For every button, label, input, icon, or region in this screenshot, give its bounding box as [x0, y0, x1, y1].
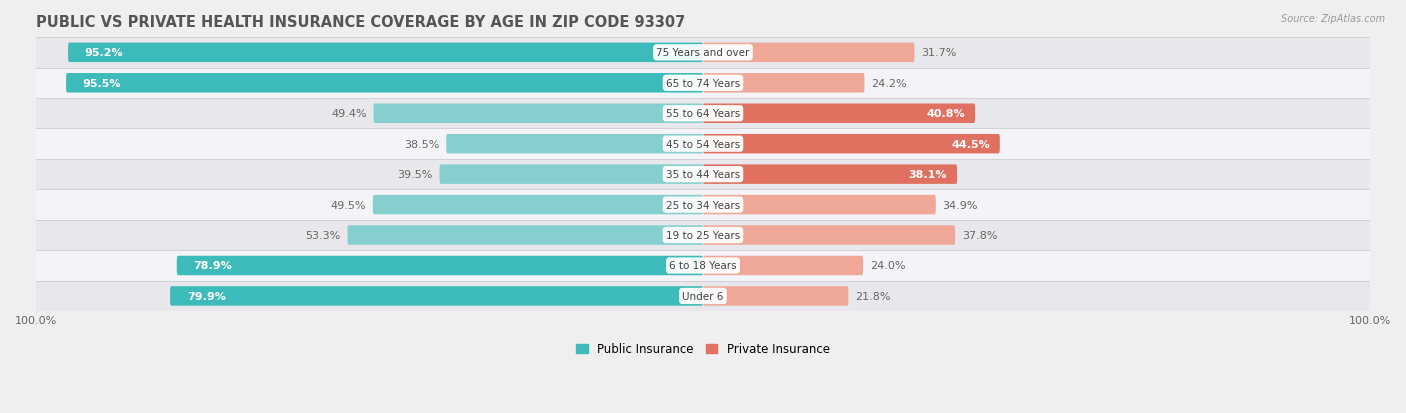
Text: 25 to 34 Years: 25 to 34 Years	[666, 200, 740, 210]
Text: 39.5%: 39.5%	[398, 170, 433, 180]
Text: 35 to 44 Years: 35 to 44 Years	[666, 170, 740, 180]
Text: 78.9%: 78.9%	[194, 261, 232, 271]
FancyBboxPatch shape	[703, 43, 914, 63]
FancyBboxPatch shape	[703, 226, 955, 245]
Text: Source: ZipAtlas.com: Source: ZipAtlas.com	[1281, 14, 1385, 24]
FancyBboxPatch shape	[703, 135, 1000, 154]
Text: 44.5%: 44.5%	[950, 139, 990, 150]
Text: 40.8%: 40.8%	[927, 109, 965, 119]
FancyBboxPatch shape	[703, 165, 957, 185]
Text: 24.2%: 24.2%	[872, 78, 907, 88]
FancyBboxPatch shape	[37, 159, 1369, 190]
FancyBboxPatch shape	[37, 38, 1369, 69]
FancyBboxPatch shape	[177, 256, 703, 275]
Text: 65 to 74 Years: 65 to 74 Years	[666, 78, 740, 88]
Text: 19 to 25 Years: 19 to 25 Years	[666, 230, 740, 240]
Text: 24.0%: 24.0%	[870, 261, 905, 271]
FancyBboxPatch shape	[703, 287, 848, 306]
Legend: Public Insurance, Private Insurance: Public Insurance, Private Insurance	[571, 338, 835, 360]
Text: 37.8%: 37.8%	[962, 230, 997, 240]
Text: 53.3%: 53.3%	[305, 230, 340, 240]
FancyBboxPatch shape	[440, 165, 703, 185]
FancyBboxPatch shape	[170, 287, 703, 306]
FancyBboxPatch shape	[37, 220, 1369, 251]
Text: PUBLIC VS PRIVATE HEALTH INSURANCE COVERAGE BY AGE IN ZIP CODE 93307: PUBLIC VS PRIVATE HEALTH INSURANCE COVER…	[37, 15, 685, 30]
FancyBboxPatch shape	[37, 281, 1369, 311]
FancyBboxPatch shape	[374, 104, 703, 123]
FancyBboxPatch shape	[703, 195, 936, 215]
FancyBboxPatch shape	[37, 190, 1369, 220]
FancyBboxPatch shape	[703, 256, 863, 275]
FancyBboxPatch shape	[373, 195, 703, 215]
FancyBboxPatch shape	[37, 129, 1369, 159]
Text: 45 to 54 Years: 45 to 54 Years	[666, 139, 740, 150]
Text: 6 to 18 Years: 6 to 18 Years	[669, 261, 737, 271]
Text: 95.5%: 95.5%	[83, 78, 121, 88]
Text: 38.5%: 38.5%	[404, 139, 440, 150]
FancyBboxPatch shape	[446, 135, 703, 154]
Text: 31.7%: 31.7%	[921, 48, 956, 58]
Text: 49.5%: 49.5%	[330, 200, 366, 210]
FancyBboxPatch shape	[37, 99, 1369, 129]
Text: 79.9%: 79.9%	[187, 291, 226, 301]
Text: 95.2%: 95.2%	[84, 48, 124, 58]
FancyBboxPatch shape	[703, 104, 976, 123]
FancyBboxPatch shape	[347, 226, 703, 245]
FancyBboxPatch shape	[703, 74, 865, 93]
FancyBboxPatch shape	[66, 74, 703, 93]
Text: Under 6: Under 6	[682, 291, 724, 301]
Text: 38.1%: 38.1%	[908, 170, 948, 180]
FancyBboxPatch shape	[67, 43, 703, 63]
Text: 21.8%: 21.8%	[855, 291, 890, 301]
Text: 75 Years and over: 75 Years and over	[657, 48, 749, 58]
Text: 34.9%: 34.9%	[942, 200, 979, 210]
Text: 49.4%: 49.4%	[332, 109, 367, 119]
Text: 55 to 64 Years: 55 to 64 Years	[666, 109, 740, 119]
FancyBboxPatch shape	[37, 69, 1369, 99]
FancyBboxPatch shape	[37, 251, 1369, 281]
